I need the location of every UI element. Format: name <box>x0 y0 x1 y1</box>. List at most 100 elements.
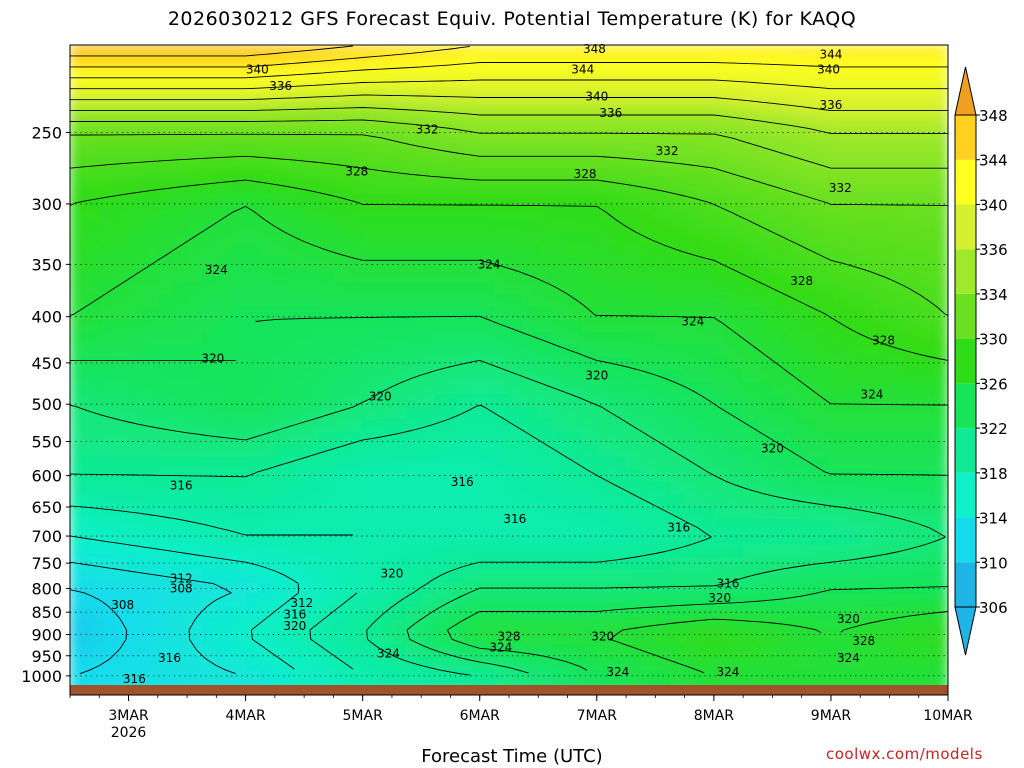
x-tick-label: 3MAR <box>108 708 149 724</box>
colorbar-segment <box>955 338 976 384</box>
contour-label: 316 <box>716 576 739 590</box>
y-tick-label: 250 <box>31 123 62 142</box>
colorbar-tick-label: 326 <box>979 375 1008 393</box>
contour-label: 324 <box>489 640 512 654</box>
contour-label: 316 <box>667 521 690 535</box>
y-tick-label: 650 <box>31 498 62 517</box>
contour-lines <box>70 45 948 676</box>
contour-label: 348 <box>583 42 606 56</box>
y-tick-label: 300 <box>31 195 62 214</box>
colorbar-min-arrow <box>954 606 977 656</box>
contour-label: 320 <box>591 630 614 644</box>
contour-label: 328 <box>852 634 875 648</box>
contour-label: 324 <box>606 665 629 679</box>
contour-label: 324 <box>837 651 860 665</box>
colorbar-segment <box>955 428 976 473</box>
contour-label: 324 <box>681 315 704 329</box>
x-tick-year: 2026 <box>111 725 147 741</box>
contour-label: 336 <box>269 79 292 93</box>
contour-label: 316 <box>451 475 474 489</box>
contour-label: 316 <box>170 478 193 492</box>
contour-label: 316 <box>158 651 181 665</box>
contour-label: 324 <box>860 388 883 402</box>
y-tick-label: 500 <box>31 395 62 414</box>
contour-label: 344 <box>571 63 594 77</box>
colorbar-tick-label: 318 <box>979 465 1008 483</box>
colorbar-tick-label: 322 <box>979 420 1008 438</box>
x-axis-label: Forecast Time (UTC) <box>421 746 603 767</box>
colorbar-segment <box>955 115 976 160</box>
contour-label: 328 <box>790 274 813 288</box>
contour-label: 336 <box>819 98 842 112</box>
y-tick-label: 400 <box>31 308 62 327</box>
contour-label: 316 <box>123 672 146 686</box>
ground-bar <box>70 685 948 695</box>
contour-label: 320 <box>708 591 731 605</box>
colorbar-tick-label: 314 <box>979 510 1008 528</box>
pressure-gridlines <box>70 132 948 677</box>
y-tick-label: 450 <box>31 354 62 373</box>
y-tick-label: 350 <box>31 255 62 274</box>
y-tick-label: 1000 <box>21 667 62 686</box>
contour-label: 308 <box>170 581 193 595</box>
contour-label: 332 <box>829 181 852 195</box>
contour-label: 336 <box>599 106 622 120</box>
x-tick-label: 5MAR <box>343 708 384 724</box>
colorbar-max-arrow <box>954 66 977 116</box>
contour-label: 324 <box>205 263 228 277</box>
colorbar-segment <box>955 472 976 518</box>
contour-label: 340 <box>585 89 608 103</box>
contour-label: 320 <box>380 566 403 580</box>
contour-label: 340 <box>246 63 269 77</box>
contour-label: 324 <box>377 647 400 661</box>
colorbar-tick-label: 348 <box>979 107 1008 125</box>
contour-label: 328 <box>345 164 368 178</box>
y-tick-label: 750 <box>31 554 62 573</box>
colorbar-tick-label: 330 <box>979 331 1008 349</box>
colorbar-tick-label: 340 <box>979 196 1008 214</box>
colorbar-frame <box>954 114 977 608</box>
contour-label: 320 <box>283 619 306 633</box>
contour-label: 316 <box>503 512 526 526</box>
y-tick-label: 900 <box>31 626 62 645</box>
contour-label: 320 <box>369 389 392 403</box>
contour-label: 316 <box>283 607 306 621</box>
colorbar-segment <box>955 517 976 563</box>
x-tick-label: 8MAR <box>694 708 735 724</box>
x-tick-label: 10MAR <box>923 708 972 724</box>
contour-label: 332 <box>656 144 679 158</box>
contour-label: 328 <box>872 333 895 347</box>
chart-title: 2026030212 GFS Forecast Equiv. Potential… <box>167 8 857 30</box>
x-tick-label: 4MAR <box>225 708 266 724</box>
colorbar-segment <box>955 204 976 250</box>
y-tick-label: 850 <box>31 603 62 622</box>
colorbar-segment <box>955 293 976 339</box>
colorbar-segment <box>955 249 976 294</box>
colorbar-tick-label: 306 <box>979 599 1008 617</box>
colorbar-tick-label: 344 <box>979 152 1008 170</box>
y-axis: 250 300 350 400 450 500 550 600 650 700 750 800 850 9… <box>21 123 70 686</box>
contour-label: 320 <box>201 351 224 365</box>
contour-label: 312 <box>290 596 313 610</box>
contour-label: 332 <box>416 122 439 136</box>
contour-label: 324 <box>478 257 501 271</box>
contour-label: 308 <box>111 598 134 612</box>
y-tick-label: 550 <box>31 433 62 452</box>
colorbar-tick-label: 334 <box>979 286 1008 304</box>
contour-label: 344 <box>819 48 842 62</box>
temperature-field <box>70 45 948 685</box>
colorbar-segment <box>955 159 976 205</box>
y-tick-label: 700 <box>31 527 62 546</box>
colorbar: 306 310 314 318 322 326 330 334 336 340 344 348 <box>954 66 1008 656</box>
contour-path <box>70 45 948 676</box>
x-tick-label: 9MAR <box>811 708 852 724</box>
colorbar-segment <box>955 562 976 607</box>
colorbar-tick-label: 310 <box>979 554 1008 572</box>
contour-label: 320 <box>761 442 784 456</box>
contour-label: 312 <box>170 571 193 585</box>
credit-text: coolwx.com/models <box>826 745 983 763</box>
contour-label: 340 <box>817 63 840 77</box>
